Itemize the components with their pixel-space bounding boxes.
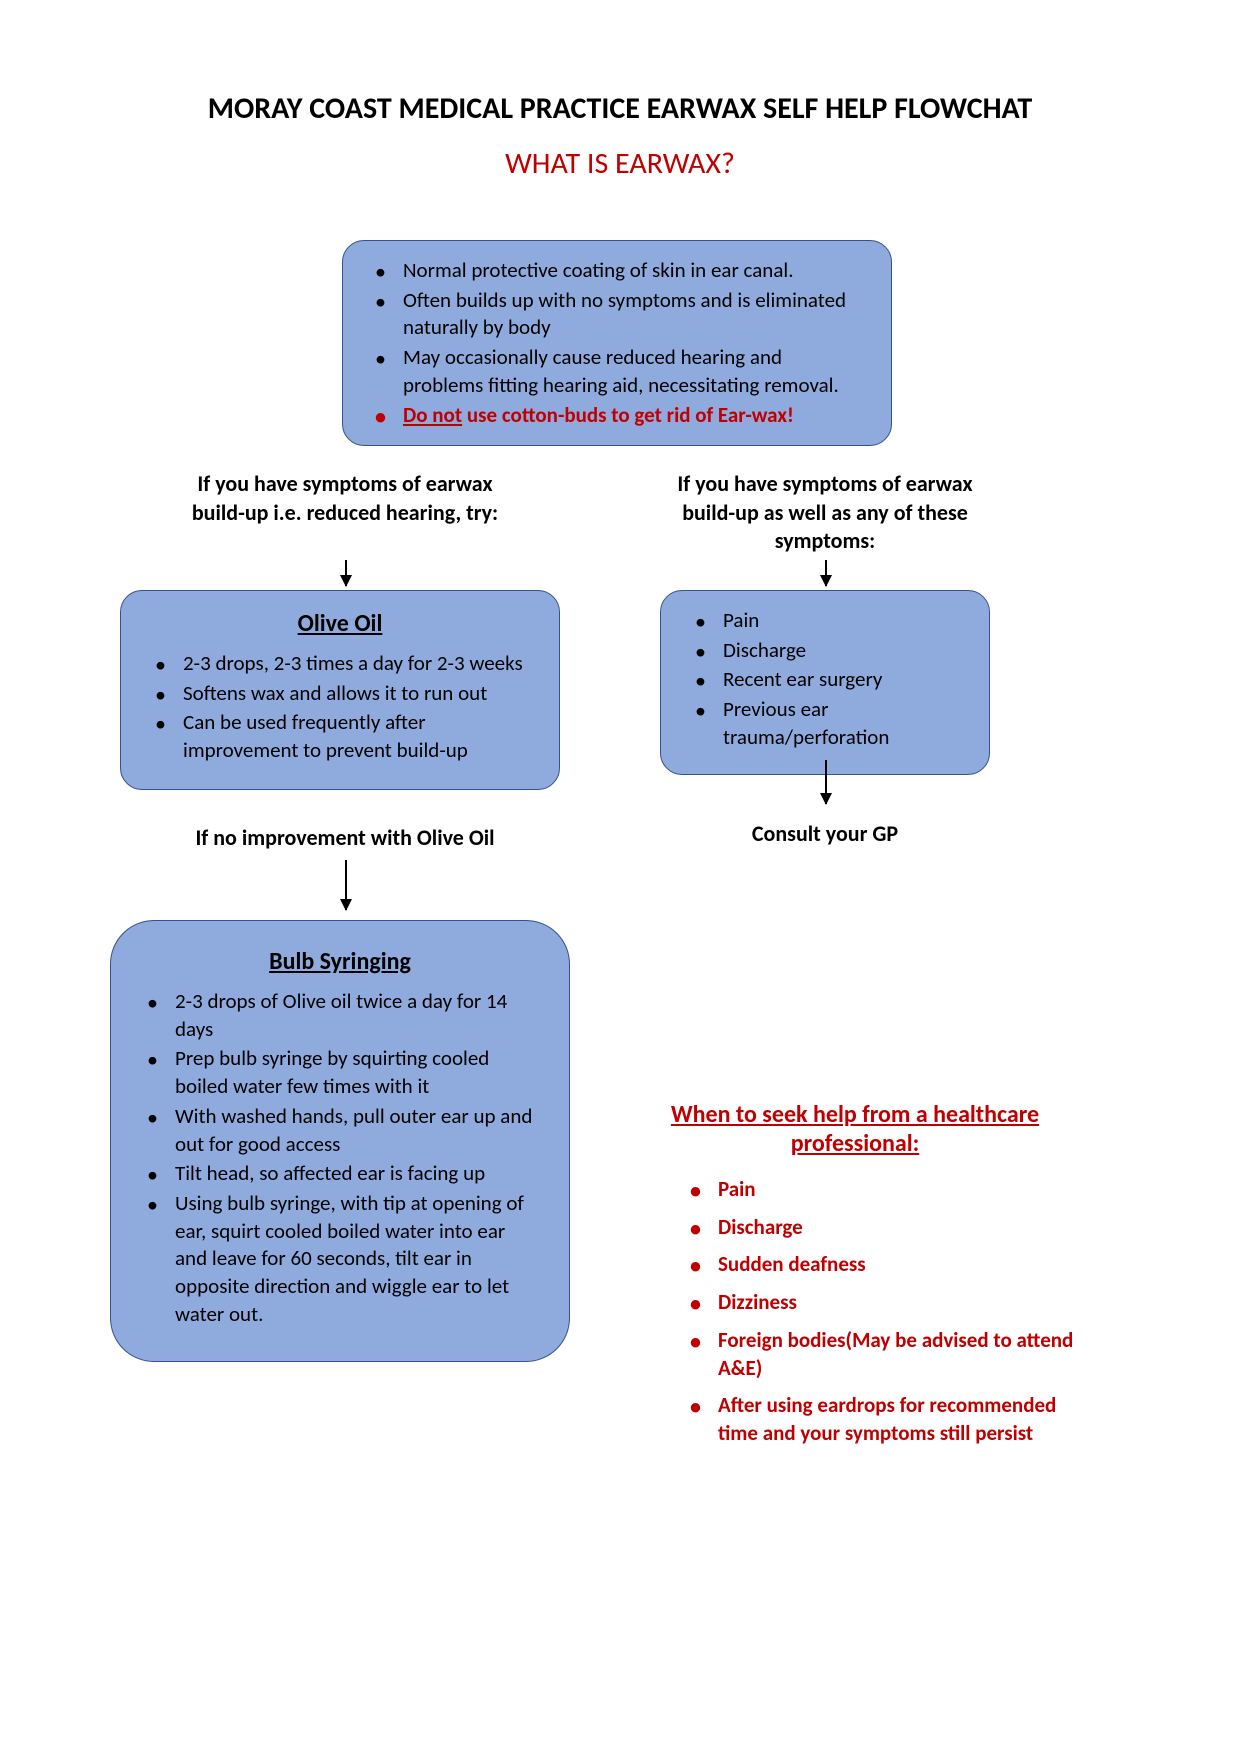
symptoms-list: Pain Discharge Recent ear surgery Previo…	[689, 607, 961, 752]
bulb-title: Bulb Syringing	[141, 947, 539, 976]
list-item: Using bulb syringe, with tip at opening …	[169, 1190, 539, 1329]
intro-item: Normal protective coating of skin in ear…	[397, 257, 865, 285]
olive-oil-list: 2-3 drops, 2-3 times a day for 2-3 weeks…	[149, 650, 531, 765]
list-item: Pain	[712, 1176, 1090, 1204]
warning-prefix: Do not	[403, 402, 462, 428]
list-item: Tilt head, so affected ear is facing up	[169, 1160, 539, 1188]
intro-item: May occasionally cause reduced hearing a…	[397, 344, 865, 399]
list-item: Prep bulb syringe by squirting cooled bo…	[169, 1045, 539, 1100]
olive-oil-title: Olive Oil	[149, 609, 531, 638]
list-item: With washed hands, pull outer ear up and…	[169, 1103, 539, 1158]
list-item: Sudden deafness	[712, 1251, 1090, 1279]
list-item: Recent ear surgery	[717, 666, 961, 694]
list-item: Discharge	[712, 1214, 1090, 1242]
arrow-icon	[825, 760, 827, 804]
list-item: Discharge	[717, 637, 961, 665]
sub-title: WHAT IS EARWAX?	[110, 145, 1130, 182]
list-item: Softens wax and allows it to run out	[177, 680, 531, 708]
olive-oil-box: Olive Oil 2-3 drops, 2-3 times a day for…	[120, 590, 560, 790]
seek-help-list: Pain Discharge Sudden deafness Dizziness…	[620, 1176, 1090, 1448]
list-item: Can be used frequently after improvement…	[177, 709, 531, 764]
intro-box: Normal protective coating of skin in ear…	[342, 240, 892, 446]
warning-rest: use cotton-buds to get rid of Ear-wax!	[462, 402, 794, 428]
right-branch-label: If you have symptoms of earwax build-up …	[660, 470, 990, 556]
arrow-icon	[345, 560, 347, 586]
intro-warning: Do not use cotton-buds to get rid of Ear…	[397, 402, 865, 430]
arrow-icon	[345, 860, 347, 910]
intro-item: Often builds up with no symptoms and is …	[397, 287, 865, 342]
arrow-icon	[825, 560, 827, 586]
seek-help-title: When to seek help from a healthcare prof…	[620, 1100, 1090, 1158]
list-item: 2-3 drops of Olive oil twice a day for 1…	[169, 988, 539, 1043]
list-item: Foreign bodies(May be advised to attend …	[712, 1327, 1090, 1382]
list-item: Pain	[717, 607, 961, 635]
list-item: Dizziness	[712, 1289, 1090, 1317]
list-item: 2-3 drops, 2-3 times a day for 2-3 weeks	[177, 650, 531, 678]
main-title: MORAY COAST MEDICAL PRACTICE EARWAX SELF…	[110, 90, 1130, 127]
flowchart-page: MORAY COAST MEDICAL PRACTICE EARWAX SELF…	[110, 90, 1130, 196]
list-item: After using eardrops for recommended tim…	[712, 1392, 1090, 1447]
bulb-list: 2-3 drops of Olive oil twice a day for 1…	[141, 988, 539, 1329]
no-improvement-label: If no improvement with Olive Oil	[145, 824, 545, 853]
bulb-syringing-box: Bulb Syringing 2-3 drops of Olive oil tw…	[110, 920, 570, 1362]
seek-help-section: When to seek help from a healthcare prof…	[620, 1100, 1090, 1458]
consult-gp-label: Consult your GP	[670, 820, 980, 849]
left-branch-label: If you have symptoms of earwax build-up …	[180, 470, 510, 527]
list-item: Previous ear trauma/perforation	[717, 696, 961, 751]
symptoms-box: Pain Discharge Recent ear surgery Previo…	[660, 590, 990, 775]
intro-list: Normal protective coating of skin in ear…	[369, 257, 865, 429]
